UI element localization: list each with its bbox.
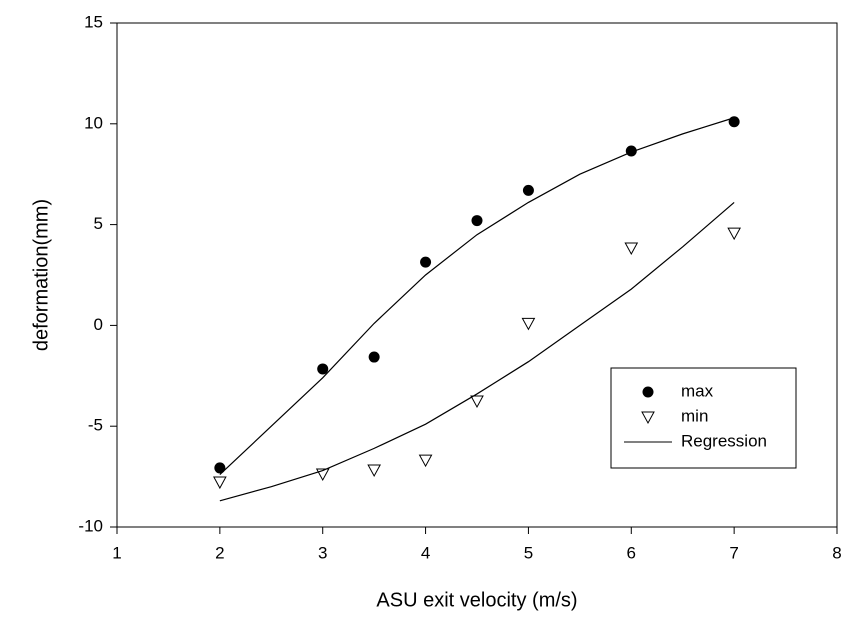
marker-min [624,242,639,256]
y-tick-label: -5 [88,416,103,435]
y-axis-title: deformation(mm) [30,199,52,351]
x-tick-label: 3 [318,543,327,562]
marker-max [368,351,380,363]
marker-min [418,454,433,468]
y-tick-label: -10 [78,516,103,535]
marker-max [522,184,534,196]
marker-min [367,464,381,477]
x-tick-label: 2 [215,543,224,562]
y-tick-label: 0 [94,315,103,334]
x-tick-label: 5 [524,543,533,562]
legend-box [610,367,797,469]
legend-label: min [681,406,708,425]
y-tick-label: 5 [94,214,103,233]
plot-frame [116,22,838,528]
marker-max [420,256,432,268]
marker-min [641,411,655,425]
marker-max [317,363,329,375]
x-tick-label: 7 [729,543,738,562]
marker-min [521,317,536,331]
legend-label: Regression [681,431,767,450]
marker-max [214,462,226,474]
x-tick-label: 4 [421,543,430,562]
marker-min [213,476,227,490]
marker-min [470,395,484,409]
regression-line [219,201,735,502]
regression-line [219,117,735,476]
legend-label: max [681,381,714,400]
marker-max [471,215,483,227]
y-tick-label: 10 [84,113,103,132]
marker-min [727,227,741,241]
x-axis-title: ASU exit velocity (m/s) [376,589,577,611]
x-tick-label: 1 [112,543,121,562]
marker-max [642,386,654,398]
x-tick-label: 6 [627,543,636,562]
y-tick-label: 15 [84,12,103,31]
x-tick-label: 8 [832,543,841,562]
